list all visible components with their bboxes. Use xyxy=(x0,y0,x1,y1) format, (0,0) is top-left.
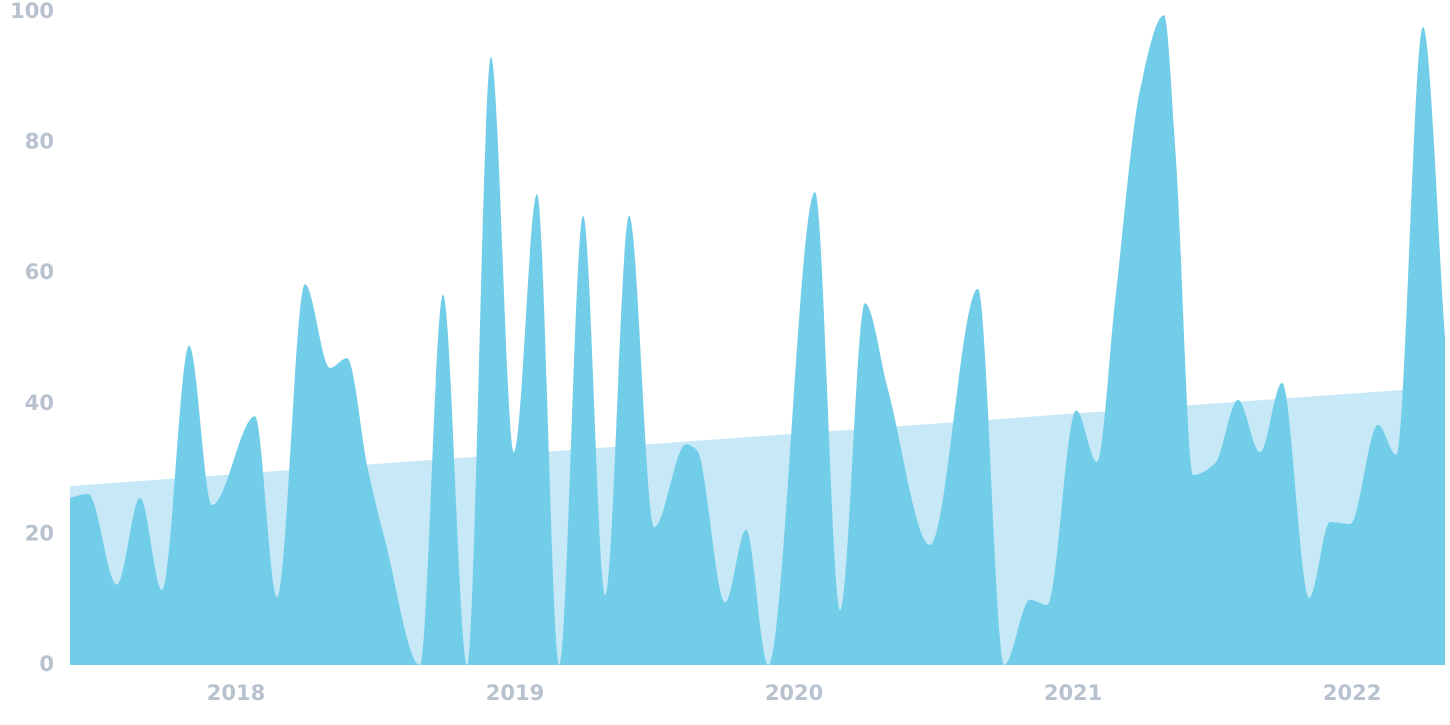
x-tick-label: 2021 xyxy=(1044,681,1102,705)
x-tick-label: 2019 xyxy=(486,681,544,705)
area xyxy=(70,15,1445,665)
x-tick-label: 2018 xyxy=(207,681,265,705)
y-tick-label: 40 xyxy=(25,391,54,415)
y-tick-label: 20 xyxy=(25,521,54,545)
y-tick-label: 80 xyxy=(25,130,54,154)
y-tick-label: 100 xyxy=(10,0,54,23)
y-tick-label: 0 xyxy=(39,652,54,676)
y-tick-label: 60 xyxy=(25,260,54,284)
x-tick-label: 2022 xyxy=(1323,681,1381,705)
x-tick-label: 2020 xyxy=(765,681,823,705)
